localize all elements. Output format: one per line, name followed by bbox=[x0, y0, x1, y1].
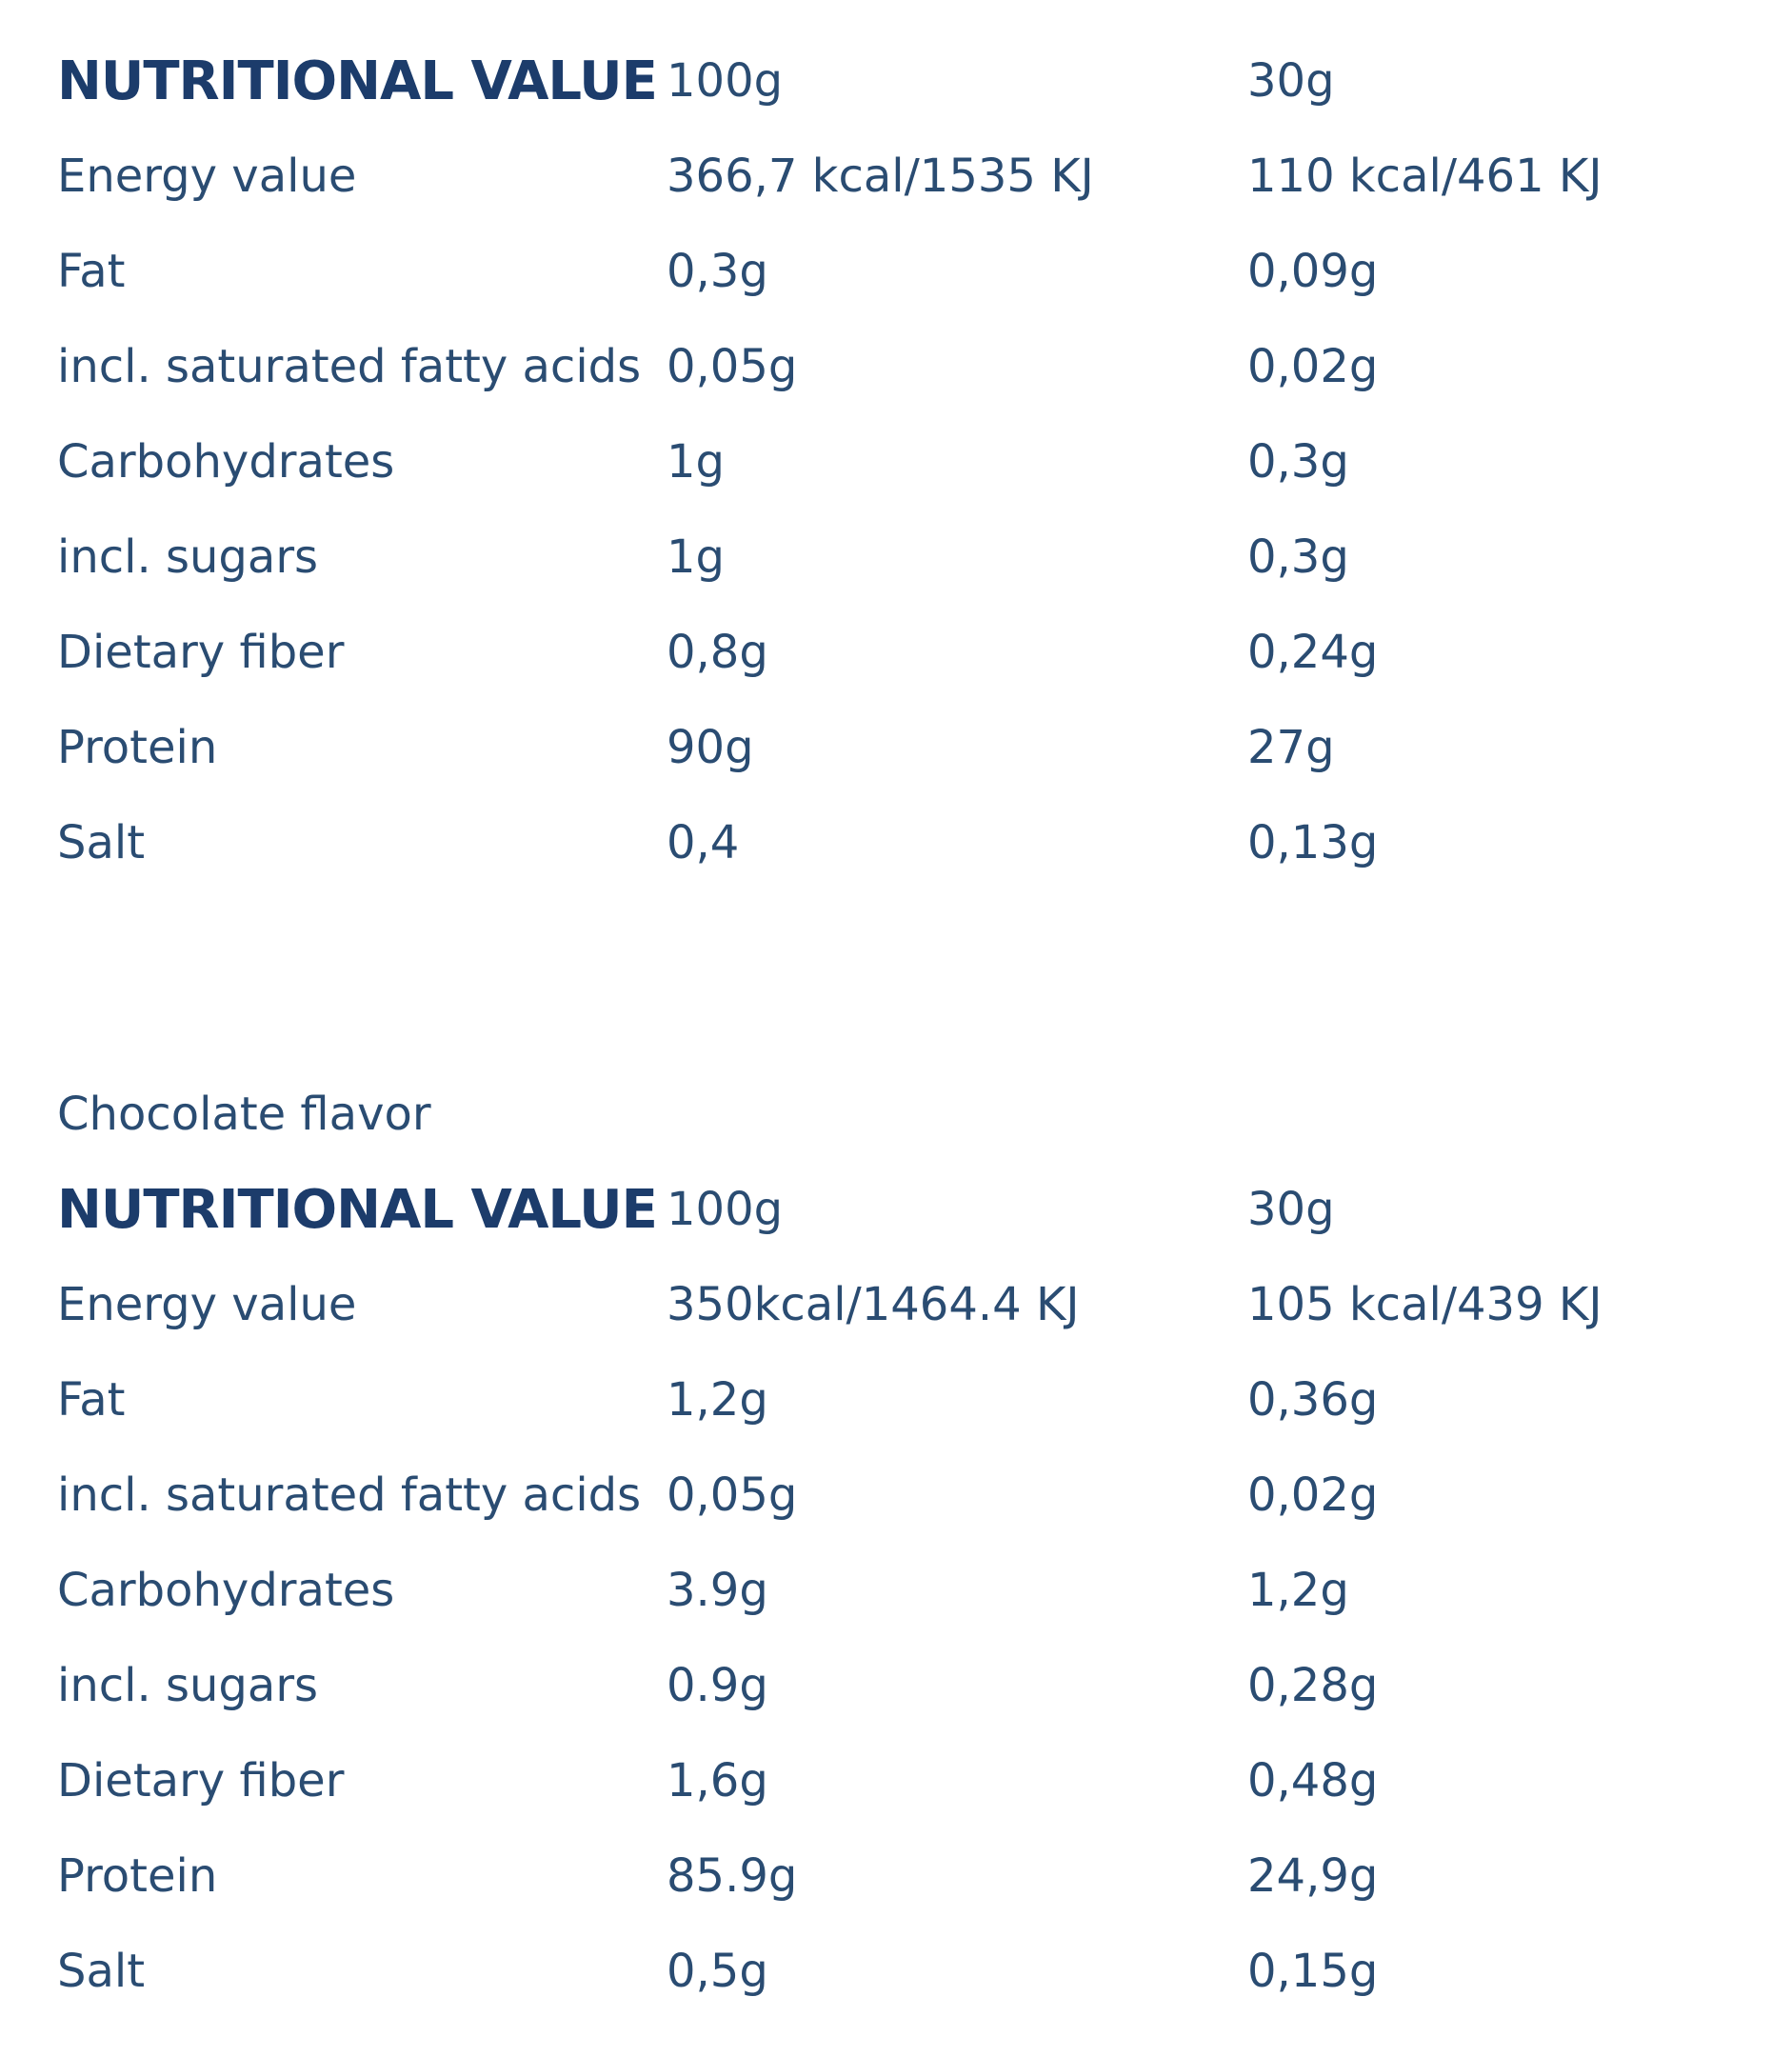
value-100g: 366,7 kcal/1535 KJ bbox=[667, 150, 1094, 203]
table-row: Protein 85.9g 24,9g bbox=[57, 1828, 1763, 1924]
value-100g: 1,6g bbox=[667, 1754, 768, 1807]
nutrient-label: Carbohydrates bbox=[57, 435, 395, 489]
nutrient-label: Energy value bbox=[57, 1278, 357, 1331]
nutrient-label: incl. saturated fatty acids bbox=[57, 1468, 642, 1522]
value-100g: 3.9g bbox=[667, 1564, 768, 1617]
nutrient-label: incl. sugars bbox=[57, 530, 319, 584]
value-100g: 1g bbox=[667, 530, 726, 584]
nutrition-table-plain: NUTRITIONAL VALUE 100g 30g Energy value … bbox=[57, 33, 1763, 890]
nutrient-label: Energy value bbox=[57, 150, 357, 203]
nutrient-label: Protein bbox=[57, 721, 218, 774]
value-30g: 110 kcal/461 KJ bbox=[1247, 150, 1603, 203]
nutrient-label: Salt bbox=[57, 816, 146, 869]
value-100g: 0.9g bbox=[667, 1659, 768, 1712]
table-row: incl. sugars 0.9g 0,28g bbox=[57, 1638, 1763, 1733]
nutrient-label: Dietary fiber bbox=[57, 1754, 345, 1807]
value-100g: 0,4 bbox=[667, 816, 740, 869]
nutrition-table-chocolate: NUTRITIONAL VALUE 100g 30g Energy value … bbox=[57, 1162, 1763, 2019]
value-30g: 0,02g bbox=[1247, 1468, 1379, 1522]
column-header-30g: 30g bbox=[1247, 54, 1335, 108]
value-30g: 105 kcal/439 KJ bbox=[1247, 1278, 1603, 1331]
table-header-row: NUTRITIONAL VALUE 100g 30g bbox=[57, 33, 1763, 129]
nutrient-label: Protein bbox=[57, 1849, 218, 1903]
value-30g: 24,9g bbox=[1247, 1849, 1379, 1903]
table-row: Salt 0,4 0,13g bbox=[57, 795, 1763, 890]
value-30g: 0,24g bbox=[1247, 626, 1379, 679]
nutrient-label: incl. saturated fatty acids bbox=[57, 340, 642, 393]
table-row: Fat 1,2g 0,36g bbox=[57, 1352, 1763, 1448]
value-30g: 0,09g bbox=[1247, 245, 1379, 298]
value-100g: 0,3g bbox=[667, 245, 768, 298]
value-30g: 0,15g bbox=[1247, 1945, 1379, 1998]
value-100g: 0,05g bbox=[667, 340, 798, 393]
value-100g: 0,8g bbox=[667, 626, 768, 679]
value-30g: 0,48g bbox=[1247, 1754, 1379, 1807]
value-30g: 0,3g bbox=[1247, 530, 1349, 584]
value-30g: 0,36g bbox=[1247, 1373, 1379, 1427]
value-30g: 0,13g bbox=[1247, 816, 1379, 869]
table-title: NUTRITIONAL VALUE bbox=[57, 1178, 658, 1241]
table-row: Energy value 366,7 kcal/1535 KJ 110 kcal… bbox=[57, 129, 1763, 224]
table-row: Dietary fiber 1,6g 0,48g bbox=[57, 1733, 1763, 1828]
column-header-100g: 100g bbox=[667, 54, 784, 108]
table-row: Fat 0,3g 0,09g bbox=[57, 224, 1763, 319]
value-30g: 27g bbox=[1247, 721, 1335, 774]
nutrient-label: Dietary fiber bbox=[57, 626, 345, 679]
value-100g: 1,2g bbox=[667, 1373, 768, 1427]
table-row: Protein 90g 27g bbox=[57, 700, 1763, 795]
value-30g: 0,28g bbox=[1247, 1659, 1379, 1712]
value-30g: 1,2g bbox=[1247, 1564, 1349, 1617]
table-row: Salt 0,5g 0,15g bbox=[57, 1924, 1763, 2019]
value-100g: 1g bbox=[667, 435, 726, 489]
column-header-100g: 100g bbox=[667, 1183, 784, 1236]
nutrient-label: Salt bbox=[57, 1945, 146, 1998]
value-100g: 0,5g bbox=[667, 1945, 768, 1998]
value-30g: 0,02g bbox=[1247, 340, 1379, 393]
value-100g: 90g bbox=[667, 721, 754, 774]
table-row: incl. sugars 1g 0,3g bbox=[57, 509, 1763, 605]
column-header-30g: 30g bbox=[1247, 1183, 1335, 1236]
value-100g: 0,05g bbox=[667, 1468, 798, 1522]
table-title: NUTRITIONAL VALUE bbox=[57, 50, 658, 112]
table-row: Energy value 350kcal/1464.4 KJ 105 kcal/… bbox=[57, 1257, 1763, 1352]
value-100g: 85.9g bbox=[667, 1849, 798, 1903]
value-30g: 0,3g bbox=[1247, 435, 1349, 489]
table-row: Dietary fiber 0,8g 0,24g bbox=[57, 605, 1763, 700]
table-row: incl. saturated fatty acids 0,05g 0,02g bbox=[57, 319, 1763, 414]
nutrient-label: Fat bbox=[57, 1373, 126, 1427]
flavor-heading-label: Chocolate flavor bbox=[57, 1088, 431, 1141]
value-100g: 350kcal/1464.4 KJ bbox=[667, 1278, 1080, 1331]
table-row: incl. saturated fatty acids 0,05g 0,02g bbox=[57, 1448, 1763, 1543]
table-row: Carbohydrates 1g 0,3g bbox=[57, 414, 1763, 509]
table-header-row: NUTRITIONAL VALUE 100g 30g bbox=[57, 1162, 1763, 1257]
nutrient-label: Carbohydrates bbox=[57, 1564, 395, 1617]
flavor-heading: Chocolate flavor bbox=[57, 1067, 1763, 1162]
nutrient-label: incl. sugars bbox=[57, 1659, 319, 1712]
nutrient-label: Fat bbox=[57, 245, 126, 298]
table-row: Carbohydrates 3.9g 1,2g bbox=[57, 1543, 1763, 1638]
